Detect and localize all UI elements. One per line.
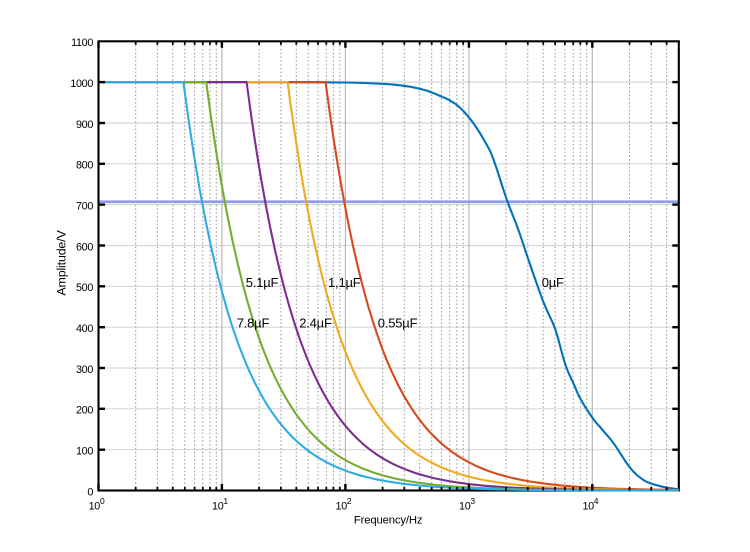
svg-text:600: 600	[76, 241, 93, 253]
svg-text:5.1µF: 5.1µF	[246, 275, 279, 290]
svg-text:Frequency/Hz: Frequency/Hz	[354, 515, 423, 527]
svg-text:900: 900	[76, 119, 93, 131]
svg-text:1,1µF: 1,1µF	[328, 275, 361, 290]
svg-text:400: 400	[76, 323, 93, 335]
svg-text:1000: 1000	[70, 78, 93, 90]
svg-text:0µF: 0µF	[542, 275, 564, 290]
svg-text:700: 700	[76, 200, 93, 212]
svg-text:100: 100	[76, 446, 93, 458]
svg-text:200: 200	[76, 405, 93, 417]
svg-text:Amplitude/V: Amplitude/V	[55, 230, 69, 296]
svg-text:0.55µF: 0.55µF	[378, 316, 418, 331]
svg-text:1100: 1100	[71, 37, 93, 49]
svg-text:300: 300	[76, 364, 93, 376]
svg-text:0: 0	[87, 486, 93, 498]
svg-text:800: 800	[76, 160, 93, 172]
svg-text:500: 500	[76, 282, 93, 294]
svg-text:2.4µF: 2.4µF	[299, 316, 332, 331]
svg-text:7.8µF: 7.8µF	[237, 316, 270, 331]
